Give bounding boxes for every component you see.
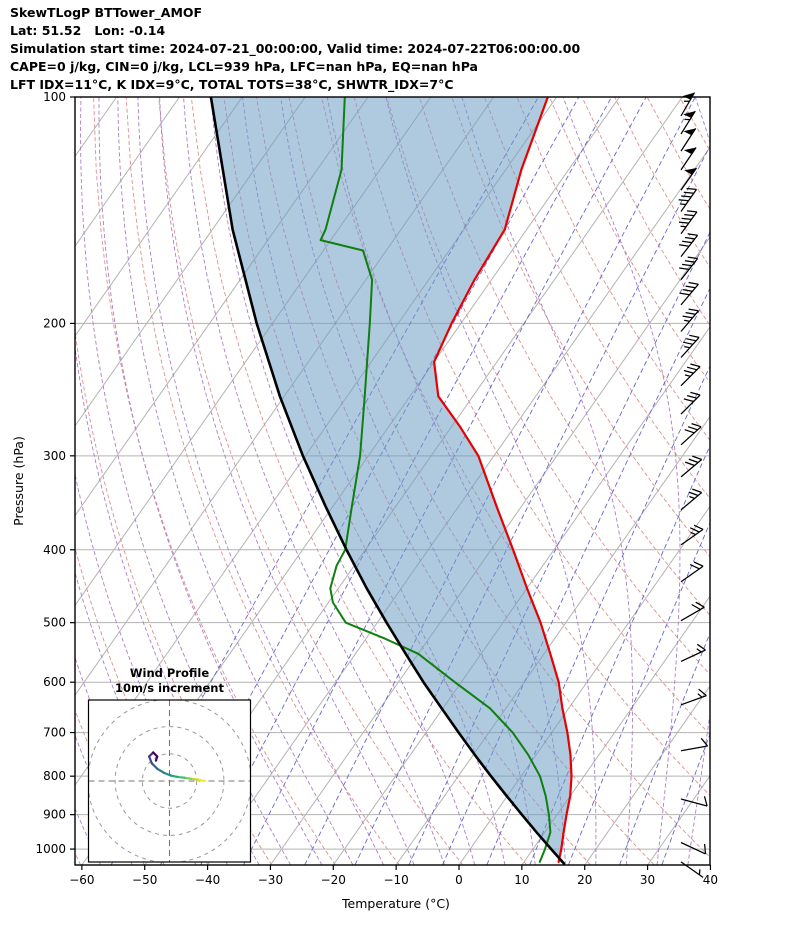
wind-barb — [680, 601, 705, 622]
wind-barb — [679, 256, 699, 281]
svg-text:20: 20 — [577, 873, 592, 887]
hodograph-title: Wind Profile — [130, 666, 210, 680]
svg-text:100: 100 — [43, 90, 66, 104]
svg-text:−60: −60 — [69, 873, 94, 887]
moist-adiabat-lines — [75, 97, 710, 865]
svg-text:200: 200 — [43, 316, 66, 330]
wind-barb — [679, 233, 699, 257]
cin-shaded-area — [210, 97, 572, 864]
header-sim-valid-time: Simulation start time: 2024-07-21_00:00:… — [10, 41, 581, 56]
svg-text:900: 900 — [43, 808, 66, 822]
svg-text:700: 700 — [43, 726, 66, 740]
wind-barb — [680, 796, 708, 807]
sounding-profiles — [209, 97, 573, 865]
wind-barb — [680, 737, 709, 752]
wind-barb — [680, 688, 707, 706]
hodograph-subtitle: 10m/s increment — [115, 681, 224, 695]
cin-shading — [210, 97, 572, 864]
wind-barb — [680, 643, 706, 662]
svg-text:400: 400 — [43, 543, 66, 557]
figure-header: SkewTLogP BTTower_AMOF Lat: 51.52 Lon: -… — [10, 4, 580, 94]
x-axis-label: Temperature (°C) — [341, 896, 450, 911]
header-stability-indices: LFT IDX=11°C, K IDX=9°C, TOTAL TOTS=38°C… — [10, 77, 454, 92]
figure-title: SkewTLogP BTTower_AMOF — [10, 5, 203, 20]
temperature-curve — [433, 97, 573, 863]
header-cape-cin-lcl: CAPE=0 j/kg, CIN=0 j/kg, LCL=939 hPa, LF… — [10, 59, 478, 74]
wind-barb — [680, 363, 701, 387]
svg-text:800: 800 — [43, 769, 66, 783]
wind-barb — [680, 334, 700, 358]
wind-barb — [678, 187, 698, 212]
hodograph-rings — [88, 700, 251, 862]
wind-barb — [678, 210, 698, 235]
wind-barb — [680, 455, 703, 478]
svg-text:600: 600 — [43, 675, 66, 689]
svg-text:0: 0 — [455, 873, 463, 887]
wind-barb — [680, 147, 697, 171]
svg-text:−50: −50 — [132, 873, 157, 887]
svg-text:−10: −10 — [383, 873, 408, 887]
svg-text:−20: −20 — [321, 873, 346, 887]
plot-frame — [74, 96, 711, 866]
wind-barb — [680, 128, 697, 152]
wind-barb — [680, 861, 704, 878]
wind-barb — [680, 524, 704, 546]
svg-text:300: 300 — [43, 449, 66, 463]
parcel-curve — [209, 97, 566, 865]
header-lat-lon: Lat: 51.52 Lon: -0.14 — [10, 23, 166, 38]
svg-text:40: 40 — [703, 873, 718, 887]
wind-barb-column — [678, 92, 709, 878]
svg-text:10: 10 — [514, 873, 529, 887]
hodograph-trace — [148, 751, 206, 783]
wind-barb — [680, 391, 701, 415]
svg-text:500: 500 — [43, 616, 66, 630]
hodograph-frame — [87, 699, 252, 863]
hodograph-inset — [87, 699, 252, 863]
dewpoint-curve — [319, 97, 552, 863]
wind-barb — [680, 841, 707, 855]
wind-barb — [680, 488, 703, 511]
wind-barb — [680, 423, 702, 446]
svg-text:−40: −40 — [195, 873, 220, 887]
svg-text:30: 30 — [640, 873, 655, 887]
svg-text:−30: −30 — [258, 873, 283, 887]
y-axis-label: Pressure (hPa) — [11, 436, 26, 526]
svg-text:1000: 1000 — [35, 842, 66, 856]
wind-barb — [679, 281, 699, 306]
wind-barb — [680, 308, 699, 332]
wind-barb — [680, 561, 704, 583]
